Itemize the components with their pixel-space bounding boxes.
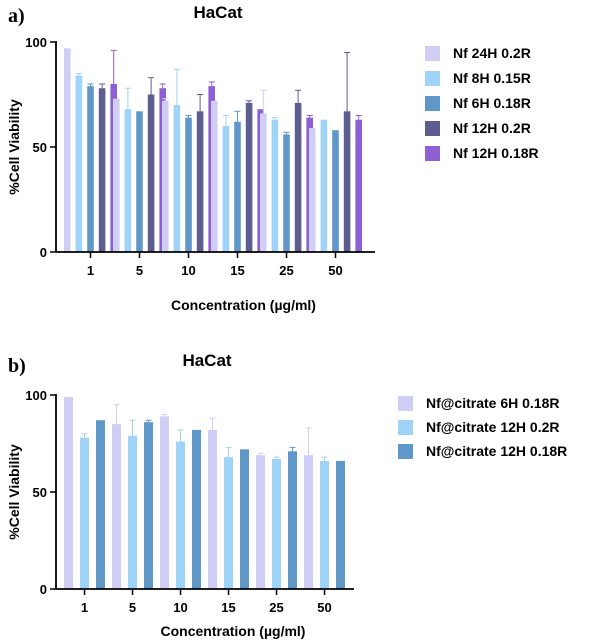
y-tick-label: 100 <box>25 388 47 403</box>
panel-label: a) <box>8 5 25 27</box>
bar <box>192 429 201 589</box>
bar <box>162 100 169 252</box>
y-axis-label: %Cell Viability <box>6 444 22 540</box>
bar <box>147 94 155 252</box>
bar <box>245 102 253 253</box>
bar <box>294 102 302 253</box>
x-tick-label: 15 <box>230 263 244 278</box>
bar <box>75 75 83 252</box>
bar <box>271 119 279 252</box>
bar <box>112 424 121 589</box>
x-tick-label: 10 <box>181 263 195 278</box>
bar <box>128 435 137 589</box>
legend: Nf@citrate 6H 0.18R Nf@citrate 12H 0.2R Nf… <box>398 395 567 459</box>
legend-swatch <box>425 146 440 161</box>
chart-title: HaCat <box>182 351 231 370</box>
x-tick-label: 25 <box>279 263 293 278</box>
legend-entry: Nf 24H 0.2R <box>453 45 531 61</box>
bar <box>272 459 281 589</box>
bar <box>160 416 169 589</box>
x-tick-label: 1 <box>81 600 88 615</box>
bar <box>185 117 192 252</box>
bar <box>288 451 297 589</box>
x-axis-label: Concentration (µg/ml) <box>171 297 316 313</box>
bar <box>304 455 313 589</box>
x-tick-label: 50 <box>317 600 331 615</box>
x-tick-label: 1 <box>87 263 94 278</box>
y-tick-label: 0 <box>40 245 47 260</box>
bar <box>336 460 345 589</box>
x-axis-label: Concentration (µg/ml) <box>161 623 306 639</box>
bar <box>113 98 120 252</box>
bar <box>343 111 351 252</box>
bar <box>211 100 218 252</box>
bar <box>355 119 362 252</box>
x-tick-label: 5 <box>129 600 136 615</box>
x-tick-label: 15 <box>221 600 235 615</box>
x-tick-label: 10 <box>173 600 187 615</box>
legend-entry: Nf@citrate 12H 0.18R <box>426 443 567 459</box>
legend-entry: Nf@citrate 6H 0.18R <box>426 395 559 411</box>
legend-swatch <box>425 96 440 111</box>
legend-swatch <box>398 396 413 411</box>
bar <box>240 449 249 589</box>
y-tick-label: 100 <box>25 35 47 50</box>
bar <box>87 86 94 252</box>
bar <box>176 441 185 589</box>
bar <box>256 455 265 589</box>
bar <box>64 48 71 252</box>
panel-label: b) <box>8 355 26 377</box>
bar <box>96 420 105 589</box>
bar <box>98 88 106 252</box>
bar <box>224 457 233 589</box>
legend-swatch <box>398 444 413 459</box>
legend-entry: Nf 8H 0.15R <box>453 70 531 86</box>
bar <box>124 109 132 252</box>
x-tick-label: 25 <box>269 600 283 615</box>
legend: Nf 24H 0.2R Nf 8H 0.15R Nf 6H 0.18R Nf 12H … <box>425 45 539 161</box>
bar <box>136 111 143 252</box>
y-tick-label: 50 <box>33 485 47 500</box>
bar <box>208 429 217 589</box>
bar <box>320 460 329 589</box>
bar <box>144 422 153 589</box>
legend-entry: Nf@citrate 12H 0.2R <box>426 419 559 435</box>
x-tick-label: 5 <box>136 263 143 278</box>
legend-entry: Nf 12H 0.2R <box>453 120 531 136</box>
bar <box>234 121 241 252</box>
legend-entry: Nf 6H 0.18R <box>453 95 531 111</box>
bar <box>196 111 204 252</box>
bar <box>283 134 290 252</box>
bar <box>173 105 181 252</box>
legend-swatch <box>398 420 413 435</box>
y-axis-label: %Cell Viability <box>6 99 22 195</box>
y-tick-label: 50 <box>33 140 47 155</box>
bar <box>80 437 89 589</box>
legend-swatch <box>425 46 440 61</box>
bar <box>320 119 328 252</box>
bar <box>309 128 316 252</box>
chart-title: HaCat <box>193 3 242 22</box>
legend-swatch <box>425 71 440 86</box>
bar <box>332 130 339 252</box>
bar <box>260 113 267 253</box>
legend-entry: Nf 12H 0.18R <box>453 145 539 161</box>
bar <box>222 126 230 252</box>
legend-swatch <box>425 121 440 136</box>
bar <box>64 396 73 589</box>
x-tick-label: 50 <box>328 263 342 278</box>
y-tick-label: 0 <box>40 582 47 597</box>
